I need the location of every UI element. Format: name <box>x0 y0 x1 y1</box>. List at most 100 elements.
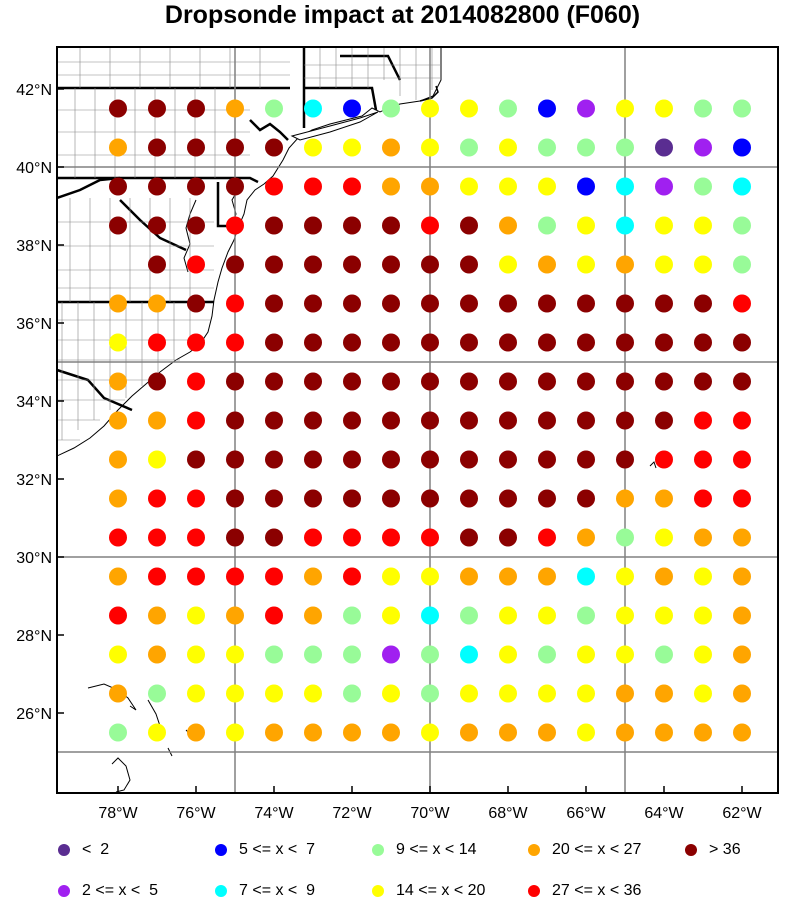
impact-dot <box>148 138 166 157</box>
impact-dot <box>343 255 361 274</box>
impact-dot <box>109 567 127 586</box>
impact-dot <box>460 684 478 703</box>
impact-dot <box>499 216 517 235</box>
legend: < 2 2 <= x < 5 5 <= x < 7 7 <= x < 9 9 <= x … <box>0 830 805 900</box>
impact-dot <box>265 645 283 664</box>
impact-dot <box>265 606 283 625</box>
impact-dot <box>343 528 361 547</box>
impact-dot <box>694 294 712 313</box>
legend-label: 20 <= x < 27 <box>552 841 642 858</box>
impact-dot <box>499 138 517 157</box>
impact-dot <box>304 645 322 664</box>
impact-dot <box>577 255 595 274</box>
impact-dot <box>616 177 634 196</box>
impact-dot <box>577 99 595 118</box>
impact-dot <box>733 528 751 547</box>
impact-dot <box>148 255 166 274</box>
impact-dot <box>733 723 751 742</box>
impact-dot <box>382 606 400 625</box>
impact-dot <box>187 489 205 508</box>
impact-dot <box>655 99 673 118</box>
impact-dot <box>655 411 673 430</box>
impact-dot <box>499 255 517 274</box>
impact-dot <box>382 255 400 274</box>
impact-dot <box>694 684 712 703</box>
impact-dot <box>577 489 595 508</box>
impact-dot <box>148 177 166 196</box>
impact-dot <box>382 723 400 742</box>
impact-dot <box>382 138 400 157</box>
impact-dot <box>421 99 439 118</box>
impact-dot <box>616 138 634 157</box>
impact-dot <box>616 684 634 703</box>
impact-dot <box>148 684 166 703</box>
impact-dot <box>616 255 634 274</box>
impact-dot <box>694 99 712 118</box>
impact-dot <box>382 489 400 508</box>
impact-dot <box>460 177 478 196</box>
legend-swatch <box>372 885 384 897</box>
legend-item: 7 <= x < 9 <box>215 880 315 902</box>
impact-dot <box>616 294 634 313</box>
impact-dot <box>382 684 400 703</box>
impact-dot <box>265 99 283 118</box>
impact-dot <box>538 294 556 313</box>
impact-dot <box>499 723 517 742</box>
impact-dot <box>460 216 478 235</box>
impact-dot <box>499 294 517 313</box>
impact-dot <box>304 684 322 703</box>
legend-item: > 36 <box>685 839 741 861</box>
impact-dot <box>421 372 439 391</box>
map-title: Dropsonde impact at 2014082800 (F060) <box>164 1 641 29</box>
lat-tick-label: 28°N <box>16 628 52 645</box>
impact-dot <box>538 528 556 547</box>
impact-dot <box>304 333 322 352</box>
impact-dot <box>733 216 751 235</box>
impact-dot <box>226 489 244 508</box>
impact-dot <box>265 723 283 742</box>
impact-dot <box>148 372 166 391</box>
impact-dot <box>265 216 283 235</box>
impact-dot <box>655 645 673 664</box>
impact-dot <box>460 255 478 274</box>
impact-dot <box>304 255 322 274</box>
legend-item: 20 <= x < 27 <box>528 839 641 861</box>
impact-dot <box>616 645 634 664</box>
impact-dot <box>265 567 283 586</box>
impact-dot <box>499 606 517 625</box>
impact-dot <box>343 606 361 625</box>
lon-tick-label: 70°W <box>410 805 450 822</box>
impact-dot <box>733 411 751 430</box>
impact-dot <box>616 489 634 508</box>
impact-dot <box>499 177 517 196</box>
lat-tick-label: 40°N <box>16 160 52 177</box>
impact-dot <box>187 255 205 274</box>
impact-dot <box>421 411 439 430</box>
impact-dot <box>343 372 361 391</box>
impact-dot <box>694 411 712 430</box>
impact-dot <box>265 333 283 352</box>
legend-swatch <box>58 844 70 856</box>
impact-dot <box>421 606 439 625</box>
impact-dot <box>499 333 517 352</box>
impact-dots <box>109 99 751 742</box>
impact-dot <box>460 567 478 586</box>
impact-dot <box>421 333 439 352</box>
impact-dot <box>499 684 517 703</box>
impact-dot <box>226 645 244 664</box>
impact-dot <box>187 99 205 118</box>
impact-dot <box>655 216 673 235</box>
legend-swatch <box>528 844 540 856</box>
impact-dot <box>265 255 283 274</box>
cape-cod <box>419 85 439 102</box>
impact-dot <box>694 723 712 742</box>
impact-dot <box>499 645 517 664</box>
legend-label: 27 <= x < 36 <box>552 882 642 899</box>
impact-dot <box>109 177 127 196</box>
map-plot: 78°W 76°W 74°W 72°W 70°W 68°W 66°W 64°W 62°W 42°N… <box>16 46 779 822</box>
impact-dot <box>265 294 283 313</box>
impact-dot <box>694 567 712 586</box>
impact-dot <box>538 177 556 196</box>
impact-dot <box>382 411 400 430</box>
legend-label: 7 <= x < 9 <box>239 882 316 899</box>
